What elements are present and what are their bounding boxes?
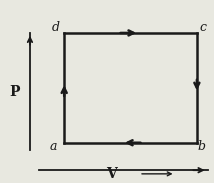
Text: b: b bbox=[197, 140, 205, 153]
Text: a: a bbox=[50, 140, 57, 153]
Text: d: d bbox=[52, 21, 60, 34]
Text: c: c bbox=[200, 21, 207, 34]
Text: P: P bbox=[10, 85, 20, 98]
Text: V: V bbox=[106, 167, 117, 181]
